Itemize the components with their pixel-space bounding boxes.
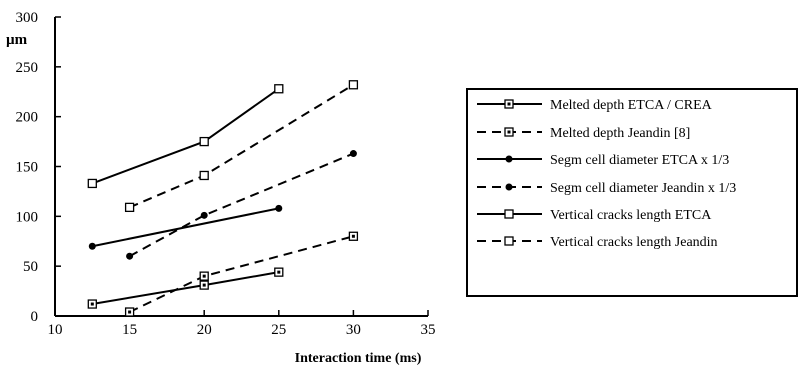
series-1 — [87, 267, 284, 309]
legend-label: Melted depth ETCA / CREA — [550, 98, 713, 113]
data-point-center — [90, 302, 94, 306]
y-tick-label: 100 — [16, 209, 39, 225]
data-point-center — [202, 283, 206, 287]
series-3 — [88, 204, 283, 250]
legend-item: Melted depth ETCA / CREA — [477, 98, 713, 113]
legend-item: Vertical cracks length ETCA — [477, 208, 712, 223]
data-point-center — [351, 234, 355, 238]
series-line — [91, 87, 280, 185]
series-line — [92, 207, 279, 248]
data-point-center — [507, 130, 511, 134]
legend-box — [466, 88, 798, 297]
y-axis-label: µm — [6, 32, 28, 48]
data-point — [200, 211, 208, 219]
data-point — [274, 84, 284, 94]
x-ticks: 10 15 20 25 30 35 — [48, 310, 436, 338]
data-point — [199, 170, 209, 181]
data-point — [275, 204, 283, 212]
y-tick-label: 200 — [16, 110, 39, 126]
legend-label: Melted depth Jeandin [8] — [550, 126, 690, 141]
x-tick-label: 10 — [48, 322, 63, 338]
data-point — [504, 209, 514, 219]
legend-label: Segm cell diameter Jeandin x 1/3 — [550, 181, 736, 196]
series-line — [129, 83, 354, 209]
legend-label: Vertical cracks length Jeandin — [550, 235, 718, 250]
data-point — [505, 183, 513, 191]
data-point-center — [202, 274, 206, 278]
legend-label: Vertical cracks length ETCA — [550, 208, 712, 223]
series-line — [129, 235, 354, 313]
series-layer — [87, 80, 359, 317]
series-6 — [124, 80, 359, 213]
series-4 — [126, 150, 357, 260]
series-2 — [124, 231, 359, 317]
legend-items: Melted depth ETCA / CREA Melted depth Jea… — [477, 98, 736, 250]
y-tick-label: 250 — [16, 60, 39, 76]
x-tick-label: 35 — [421, 322, 436, 338]
x-tick-label: 30 — [346, 322, 361, 338]
legend-item: Vertical cracks length Jeandin — [477, 235, 718, 250]
axes: 0 50 100 150 200 250 300 10 15 20 25 30 35 — [16, 10, 436, 338]
legend-item: Segm cell diameter Jeandin x 1/3 — [477, 181, 736, 196]
series-5 — [87, 84, 284, 189]
series-line — [92, 271, 279, 306]
data-point — [126, 252, 134, 260]
y-tick-label: 50 — [23, 259, 38, 275]
legend-item: Melted depth Jeandin [8] — [477, 126, 690, 141]
data-point — [348, 80, 359, 90]
data-point-center — [507, 102, 511, 106]
y-tick-label: 150 — [16, 160, 39, 176]
y-tick-label: 300 — [16, 10, 39, 26]
legend-item: Segm cell diameter ETCA x 1/3 — [477, 153, 729, 168]
x-tick-label: 20 — [197, 322, 212, 338]
series-line — [129, 152, 354, 258]
data-point — [504, 236, 514, 246]
y-tick-label: 0 — [31, 309, 39, 325]
data-point — [88, 242, 96, 250]
data-point — [349, 150, 357, 158]
data-point — [505, 155, 513, 163]
data-point — [124, 202, 135, 213]
y-ticks: 0 50 100 150 200 250 300 — [16, 10, 61, 325]
data-point — [199, 136, 209, 147]
legend-label: Segm cell diameter ETCA x 1/3 — [550, 153, 729, 168]
data-point-center — [277, 270, 281, 274]
x-tick-label: 15 — [122, 322, 137, 338]
x-axis-label: Interaction time (ms) — [295, 351, 422, 366]
data-point-center — [128, 310, 132, 314]
data-point — [87, 178, 97, 189]
x-tick-label: 25 — [271, 322, 286, 338]
legend: Melted depth ETCA / CREA Melted depth Jea… — [466, 88, 798, 297]
